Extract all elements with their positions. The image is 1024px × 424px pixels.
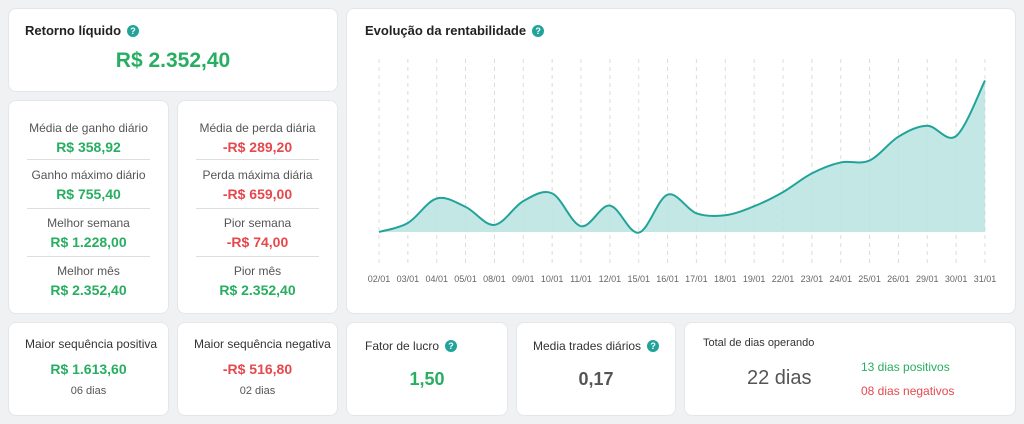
x-tick-label: 16/01 <box>656 274 679 284</box>
stat-worst-week: Pior semana -R$ 74,00 <box>223 216 292 250</box>
x-tick-label: 26/01 <box>887 274 910 284</box>
x-tick-label: 05/01 <box>454 274 477 284</box>
x-tick-label: 10/01 <box>541 274 564 284</box>
divider <box>27 159 150 160</box>
x-tick-label: 03/01 <box>397 274 420 284</box>
series-area <box>379 80 985 233</box>
divider <box>27 256 150 257</box>
divider <box>196 256 319 257</box>
negative-days: 08 dias negativos <box>861 384 955 398</box>
stat-avg-daily-loss: Média de perda diária -R$ 289,20 <box>199 121 316 155</box>
x-tick-label: 09/01 <box>512 274 535 284</box>
series-line <box>378 80 986 234</box>
x-tick-label: 23/01 <box>801 274 824 284</box>
x-tick-label: 15/01 <box>627 274 650 284</box>
help-icon[interactable]: ? <box>532 25 545 37</box>
x-tick-label: 08/01 <box>483 274 506 284</box>
days-operating-card: Total de dias operando 22 dias 13 dias p… <box>684 322 1016 416</box>
negative-streak-days: 02 dias <box>239 385 276 397</box>
profit-factor-card: Fator de lucro? 1,50 <box>346 322 508 416</box>
stat-avg-daily-gain: Média de ganho diário R$ 358,92 <box>29 121 148 155</box>
days-operating-value: 22 dias <box>747 367 812 389</box>
net-return-value: R$ 2.352,40 <box>115 49 231 72</box>
chart-title: Evolução da rentabilidade? <box>365 23 545 38</box>
x-tick-label: 17/01 <box>685 274 708 284</box>
x-tick-label: 25/01 <box>858 274 881 284</box>
daily-trades-card: Media trades diários? 0,17 <box>516 322 676 416</box>
divider <box>27 208 150 209</box>
stat-best-month: Melhor mês R$ 2.352,40 <box>50 264 127 298</box>
help-icon[interactable]: ? <box>647 340 660 352</box>
positive-streak-days: 06 dias <box>70 385 107 397</box>
profitability-chart-card: Evolução da rentabilidade? 02/01 03/01 04/… <box>346 8 1016 314</box>
x-tick-label: 24/01 <box>829 274 852 284</box>
divider <box>196 208 319 209</box>
help-icon[interactable]: ? <box>445 340 458 352</box>
profit-factor-value: 1,50 <box>409 369 445 389</box>
positive-days: 13 dias positivos <box>861 360 950 374</box>
x-tick-label: 04/01 <box>425 274 448 284</box>
help-icon[interactable]: ? <box>127 25 140 37</box>
loss-stats-card: Média de perda diária -R$ 289,20 Perda m… <box>177 100 338 314</box>
x-tick-label: 31/01 <box>974 274 997 284</box>
gain-stats-card: Média de ganho diário R$ 358,92 Ganho má… <box>8 100 169 314</box>
x-tick-label: 12/01 <box>599 274 622 284</box>
stat-best-week: Melhor semana R$ 1.228,00 <box>47 216 130 250</box>
x-tick-label: 22/01 <box>772 274 795 284</box>
stat-max-daily-gain: Ganho máximo diário R$ 755,40 <box>31 168 146 202</box>
x-tick-label: 18/01 <box>714 274 737 284</box>
stat-max-daily-loss: Perda máxima diária -R$ 659,00 <box>202 168 313 202</box>
x-tick-label: 30/01 <box>945 274 968 284</box>
days-operating-title: Total de dias operando <box>703 337 815 349</box>
negative-streak-value: -R$ 516,80 <box>222 361 293 377</box>
negative-streak-title: Maior sequência negativa <box>194 337 331 351</box>
negative-streak-card: Maior sequência negativa -R$ 516,80 02 d… <box>177 322 338 416</box>
divider <box>196 159 319 160</box>
stat-worst-month: Pior mês R$ 2.352,40 <box>219 264 296 298</box>
x-tick-label: 02/01 <box>368 274 391 284</box>
profit-factor-title: Fator de lucro? <box>365 339 458 353</box>
daily-trades-title: Media trades diários? <box>533 339 660 353</box>
profitability-chart: 02/01 03/01 04/01 05/01 08/01 09/01 10/01 11/01… <box>368 59 997 284</box>
positive-streak-value: R$ 1.613,60 <box>50 361 127 377</box>
x-tick-label: 29/01 <box>916 274 939 284</box>
positive-streak-card: Maior sequência positiva R$ 1.613,60 06 … <box>8 322 169 416</box>
x-tick-label: 11/01 <box>570 274 592 284</box>
net-return-card: Retorno líquido? R$ 2.352,40 <box>8 8 338 92</box>
x-tick-label: 19/01 <box>743 274 766 284</box>
positive-streak-title: Maior sequência positiva <box>25 337 158 351</box>
daily-trades-value: 0,17 <box>578 369 614 389</box>
net-return-title: Retorno líquido? <box>25 23 140 38</box>
